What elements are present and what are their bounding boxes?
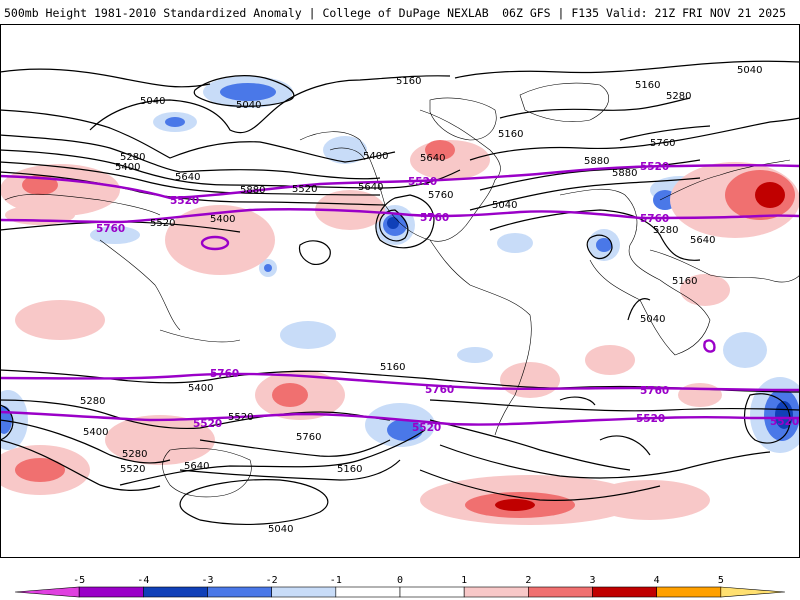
contour-label: 5520 [170,195,199,207]
colorbar-segment [143,586,208,598]
height-label: 5400 [83,427,108,438]
height-label: 5520 [120,464,145,475]
contour-5760-south [0,372,800,392]
purple-labels: 5520 5760 5520 5760 5520 5760 5760 5520 … [96,161,799,434]
colorbar-segment [656,586,722,598]
contour-5880-ring [200,235,230,251]
contour-label: 5520 [770,416,799,428]
colorbar-tick-label: -5 [73,575,85,586]
height-label: 5280 [666,91,691,102]
height-label: 5040 [492,200,517,211]
height-label: 5280 [653,225,678,236]
colorbar-tick-label: 0 [397,575,403,586]
contour-label: 5760 [420,212,449,224]
contour-5520-north [0,164,800,200]
height-label: 5040 [268,524,293,535]
contour-label: 5760 [640,385,669,397]
colorbar-tick-label: -4 [137,575,149,586]
contour-5760-north [0,208,800,224]
height-labels: 5040 5040 5040 5160 5160 5280 5280 5400 … [80,65,762,535]
contour-label: 5760 [425,384,454,396]
height-label: 5160 [672,276,697,287]
colorbar-tick-label: 3 [589,575,595,586]
height-label: 5160 [337,464,362,475]
contour-label: 5520 [193,418,222,430]
height-label: 5040 [140,96,165,107]
height-label: 5400 [363,151,388,162]
colorbar-tick-label: 5 [718,575,724,586]
title-right: 06Z GFS | F135 Valid: 21Z FRI NOV 21 202… [502,6,786,20]
height-label: 5040 [737,65,762,76]
height-label: 5400 [210,214,235,225]
height-label: 5280 [80,396,105,407]
height-label: 5040 [640,314,665,325]
colorbar-segment [463,586,529,598]
height-contours [0,60,800,525]
coastlines [4,82,800,498]
height-label: 5160 [635,80,660,91]
height-label: 5520 [292,184,317,195]
contour-label: 5520 [636,413,665,425]
colorbar-tick-label: -3 [201,575,213,586]
colorbar-segment [592,586,657,598]
height-label: 5760 [296,432,321,443]
height-label: 5400 [115,162,140,173]
colorbar: -5 -4 -3 -2 -1 0 1 2 3 4 5 [14,575,786,598]
height-label: 5520 [228,412,253,423]
contour-label: 5760 [210,368,239,380]
height-label: 5160 [380,362,405,373]
height-label: 5760 [650,138,675,149]
height-label: 5640 [184,461,209,472]
height-label: 5640 [690,235,715,246]
height-label: 5280 [122,449,147,460]
height-label: 5880 [240,185,265,196]
colorbar-segment [207,586,272,598]
colorbar-segment [78,586,144,598]
colorbar-tick-label: -1 [330,575,342,586]
contour-label: 5760 [96,223,125,235]
map-background [0,24,800,558]
colorbar-segment [14,586,80,598]
contour-label: 5520 [408,176,437,188]
contour-label: 5760 [640,213,669,225]
height-label: 5160 [396,76,421,87]
height-label: 5880 [584,156,609,167]
height-label: 5640 [420,153,445,164]
height-label: 5280 [120,152,145,163]
contour-5520-south [0,410,800,426]
height-label: 5640 [358,182,383,193]
height-label: 5400 [188,383,213,394]
height-label: 5040 [236,100,261,111]
colorbar-tick-label: 4 [654,575,660,586]
height-label: 5880 [612,168,637,179]
colorbar-segment [720,586,786,598]
colorbar-segment [399,586,465,598]
colorbar-segment [335,586,401,598]
height-label: 5640 [175,172,200,183]
colorbar-segment [271,586,337,598]
contour-label: 5520 [412,422,441,434]
contour-5880-africa [703,339,716,353]
colorbar-tick-label: 1 [461,575,467,586]
height-label: 5760 [428,190,453,201]
title-left: 500mb Height 1981-2010 Standardized Anom… [4,6,489,20]
height-label: 5520 [150,218,175,229]
contour-label: 5520 [640,161,669,173]
anomaly-shading [0,76,800,525]
header: 500mb Height 1981-2010 Standardized Anom… [0,0,800,24]
height-label: 5160 [498,129,523,140]
colorbar-tick-label: 2 [525,575,531,586]
highlight-contours [0,164,800,426]
colorbar-tick-label: -2 [266,575,278,586]
colorbar-segment [528,586,593,598]
